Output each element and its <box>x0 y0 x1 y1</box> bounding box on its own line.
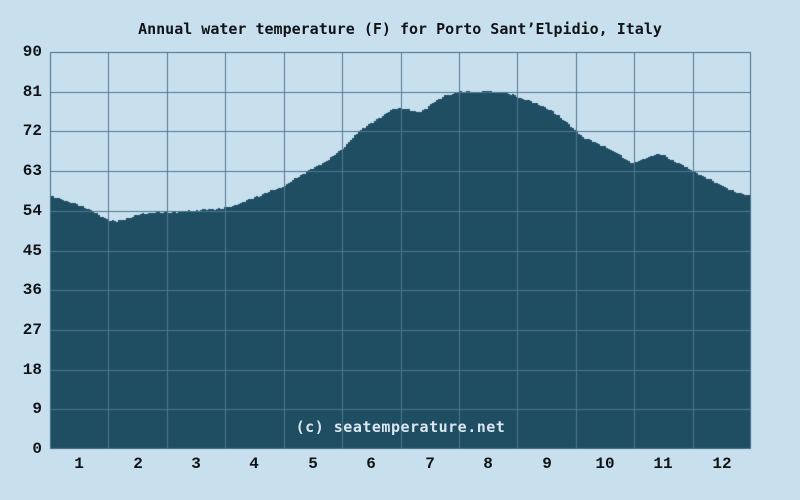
x-tick-label: 12 <box>712 455 732 473</box>
watermark-text: (c) seatemperature.net <box>295 418 506 436</box>
x-tick-label: 3 <box>191 455 201 473</box>
y-tick-label: 9 <box>32 400 42 418</box>
x-tick-label: 4 <box>249 455 259 473</box>
x-tick-label: 10 <box>595 455 615 473</box>
y-tick-label: 27 <box>22 321 42 339</box>
x-tick-label: 1 <box>74 455 84 473</box>
x-tick-label: 5 <box>308 455 318 473</box>
y-tick-label: 0 <box>32 440 42 458</box>
y-tick-label: 36 <box>22 281 42 299</box>
x-tick-label: 9 <box>542 455 552 473</box>
x-tick-label: 6 <box>366 455 376 473</box>
y-tick-label: 63 <box>22 162 42 180</box>
y-tick-label: 45 <box>22 242 42 260</box>
x-tick-label: 2 <box>133 455 143 473</box>
x-tick-label: 7 <box>425 455 435 473</box>
y-tick-label: 18 <box>22 361 42 379</box>
chart-title: Annual water temperature (F) for Porto S… <box>138 20 662 38</box>
y-tick-label: 54 <box>22 202 42 220</box>
y-tick-label: 90 <box>22 43 42 61</box>
y-tick-label: 81 <box>22 83 42 101</box>
x-tick-label: 11 <box>653 455 673 473</box>
x-tick-label: 8 <box>483 455 493 473</box>
y-tick-label: 72 <box>22 122 42 140</box>
